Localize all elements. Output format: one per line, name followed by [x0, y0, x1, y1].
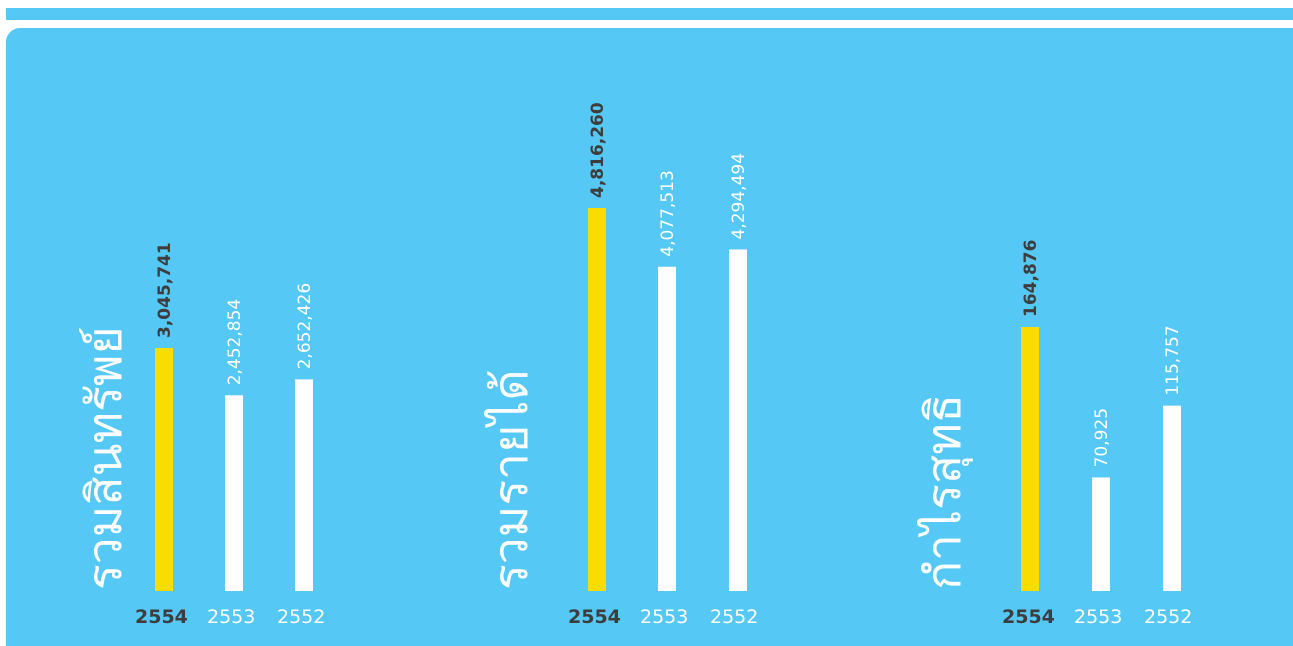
value-label-2553: 70,925 — [1092, 408, 1112, 467]
year-label-2553: 2553 — [1074, 606, 1122, 628]
chart-title: รวมสินทรัพย์ — [77, 326, 133, 590]
chart-net-profit: กำไรสุทธิ 164,876 70,925 115,757 2554 2553 25… — [916, 240, 1192, 628]
value-label-2552: 115,757 — [1163, 325, 1183, 395]
value-label-2552: 2,652,426 — [295, 283, 315, 370]
value-label-2553: 4,077,513 — [658, 170, 678, 257]
value-label-2552: 4,294,494 — [729, 153, 749, 240]
top-stripe — [6, 8, 1293, 20]
bar-2554 — [1021, 327, 1039, 591]
year-label-2553: 2553 — [207, 606, 255, 628]
bar-2553 — [225, 395, 243, 591]
chart-total-assets: รวมสินทรัพย์ 3,045,741 2,452,854 2,652,426… — [77, 242, 325, 628]
year-label-2554: 2554 — [135, 606, 188, 628]
year-label-2553: 2553 — [640, 606, 688, 628]
chart-title: รวมรายได้ — [483, 369, 539, 590]
value-label-2554: 164,876 — [1021, 240, 1041, 317]
bar-2554 — [155, 348, 173, 591]
chart-total-revenue: รวมรายได้ 4,816,260 4,077,513 4,294,494 255… — [483, 102, 758, 628]
chart-panel — [6, 28, 1293, 646]
chart-title: กำไรสุทธิ — [916, 394, 973, 590]
year-label-2552: 2552 — [710, 606, 758, 628]
year-label-2552: 2552 — [277, 606, 325, 628]
bar-2552 — [729, 249, 747, 592]
bar-2554 — [588, 208, 606, 591]
bar-2553 — [1092, 477, 1110, 591]
year-label-2554: 2554 — [568, 606, 621, 628]
year-label-2554: 2554 — [1002, 606, 1055, 628]
value-label-2554: 4,816,260 — [588, 102, 608, 198]
bar-2552 — [1163, 405, 1181, 591]
value-label-2553: 2,452,854 — [225, 299, 245, 386]
bar-2552 — [295, 379, 313, 591]
year-label-2552: 2552 — [1144, 606, 1192, 628]
value-label-2554: 3,045,741 — [155, 242, 175, 338]
bar-2553 — [658, 266, 676, 591]
